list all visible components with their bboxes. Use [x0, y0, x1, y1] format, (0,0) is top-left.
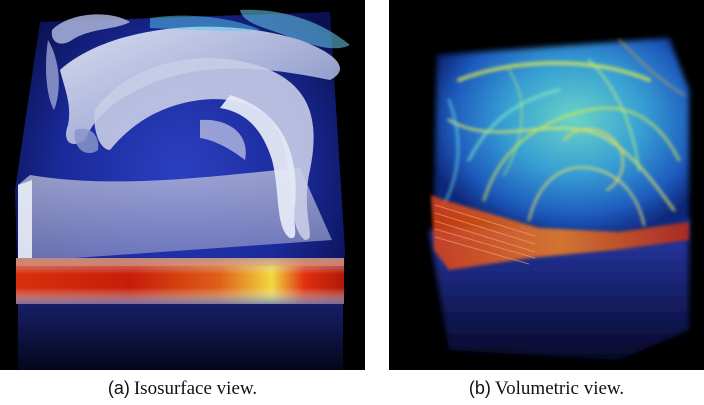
isosurface-render	[0, 0, 365, 370]
caption-tag-b: (b)	[468, 378, 491, 398]
caption-text-b: Volumetric view.	[494, 378, 625, 399]
caption-volumetric-view: (b) Volumetric view.	[389, 374, 704, 402]
caption-tag-a: (a)	[107, 378, 130, 398]
volumetric-view-image	[389, 0, 704, 370]
volumetric-render	[389, 0, 704, 370]
isosurface-view-image	[0, 0, 365, 370]
caption-isosurface-view: (a) Isosurface view.	[0, 374, 365, 402]
caption-text-a: Isosurface view.	[133, 378, 258, 399]
